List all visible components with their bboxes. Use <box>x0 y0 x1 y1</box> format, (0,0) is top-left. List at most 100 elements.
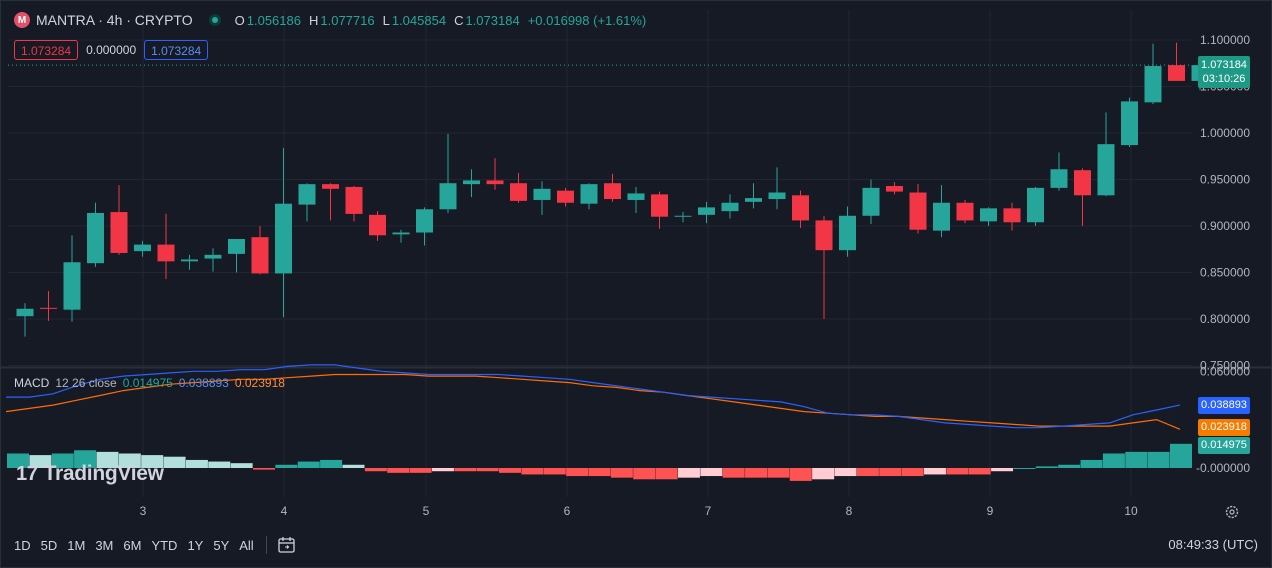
range-ytd-button[interactable]: YTD <box>151 537 178 553</box>
macd-title[interactable]: MACD <box>14 376 50 390</box>
histogram-bar <box>29 455 52 468</box>
histogram-bar <box>521 468 544 475</box>
change-value: +0.016998 (+1.61%) <box>527 12 647 28</box>
time-tick-label: 3 <box>140 504 147 518</box>
close-label: C <box>454 12 464 28</box>
range-5y-button[interactable]: 5Y <box>213 537 230 553</box>
candle-up <box>228 239 245 254</box>
sell-button[interactable]: 1.073284 <box>14 40 79 60</box>
candle-up <box>627 193 645 200</box>
candle-up <box>204 254 222 259</box>
candle-down <box>110 212 128 253</box>
candle-down <box>322 184 339 189</box>
macd-legend: MACD 12 26 close 0.014975 0.038893 0.023… <box>14 376 291 390</box>
histogram-bar <box>789 468 812 481</box>
macd-histogram-tag: 0.014975 <box>1198 437 1250 454</box>
candle-up <box>933 202 950 231</box>
bar-countdown: 03:10:26 <box>1202 73 1246 85</box>
histogram-bar <box>767 468 790 478</box>
macd-tick-label: -0.000000 <box>1196 461 1250 475</box>
histogram-bar <box>677 468 700 478</box>
histogram-bar <box>968 468 991 475</box>
time-tick-label: 7 <box>705 504 712 518</box>
candle-up <box>839 215 856 251</box>
histogram-bar <box>7 453 29 468</box>
range-1m-button[interactable]: 1M <box>67 537 86 553</box>
macd-line-tag: 0.038893 <box>1198 397 1250 414</box>
macd-signal-value: 0.023918 <box>234 376 285 390</box>
histogram-bar <box>476 468 499 472</box>
price-tick-label: 0.950000 <box>1200 173 1250 187</box>
candle-down <box>557 190 574 203</box>
gear-icon[interactable] <box>1224 504 1240 520</box>
histogram-bar <box>923 468 946 475</box>
time-tick-label: 4 <box>281 504 288 518</box>
calendar-range-icon[interactable] <box>277 536 297 554</box>
macd-line <box>6 364 1181 429</box>
range-1d-button[interactable]: 1D <box>14 537 31 553</box>
open-value: 1.056186 <box>246 12 301 28</box>
histogram-bar <box>163 456 186 468</box>
histogram-bar <box>566 468 589 477</box>
buy-button[interactable]: 1.073284 <box>144 40 209 60</box>
low-value: 1.045854 <box>391 12 447 28</box>
candle-down <box>1003 208 1021 223</box>
trade-buttons: 1.073284 0.000000 1.073284 <box>14 40 209 60</box>
histogram-bar <box>1170 443 1192 468</box>
symbol-title[interactable]: MANTRA · 4h · CRYPTO <box>36 12 193 28</box>
candle-down <box>792 195 809 221</box>
candle-up <box>275 203 292 274</box>
candle-up <box>16 308 34 317</box>
range-all-button[interactable]: All <box>239 537 254 553</box>
candle-down <box>40 307 57 309</box>
price-tick-label: 1.100000 <box>1200 33 1250 47</box>
candle-down <box>510 183 527 201</box>
candle-up <box>768 192 786 200</box>
macd-lines <box>5 364 1181 430</box>
candle-up <box>416 209 433 233</box>
time-tick-label: 8 <box>846 504 853 518</box>
candle-up <box>439 183 457 210</box>
candle-up <box>721 202 739 212</box>
histogram-bar <box>879 468 902 477</box>
utc-clock[interactable]: 08:49:33 (UTC) <box>1168 537 1258 552</box>
macd-histogram-value: 0.014975 <box>122 376 173 390</box>
range-3m-button[interactable]: 3M <box>95 537 114 553</box>
range-5d-button[interactable]: 5D <box>40 537 58 553</box>
histogram-bar <box>834 468 857 477</box>
candle-down <box>1074 170 1091 196</box>
histogram-bar <box>320 459 343 468</box>
price-tick-label: 0.900000 <box>1200 219 1250 233</box>
candle-up <box>134 244 151 252</box>
candle-up <box>63 262 81 310</box>
candle-up <box>1097 144 1115 196</box>
candle-up <box>392 232 410 235</box>
histogram-bar <box>946 468 969 475</box>
histogram-bar <box>722 468 745 478</box>
histogram-bar <box>856 468 879 477</box>
histogram-bar <box>700 468 723 477</box>
last-price-label: 1.073184 03:10:26 <box>1198 56 1250 88</box>
candle-up <box>580 184 598 204</box>
candle-up <box>980 208 997 222</box>
candle-down <box>369 214 386 236</box>
macd-tick-label: 0.060000 <box>1200 364 1250 378</box>
tradingview-logo[interactable]: 17 TradingView <box>16 462 164 486</box>
histogram-bar <box>364 468 387 472</box>
signal-line <box>5 373 1181 430</box>
histogram-bar <box>431 468 454 472</box>
grid <box>8 10 1192 497</box>
histogram-bar <box>409 468 432 473</box>
candle-up <box>181 259 198 262</box>
histogram-bar <box>610 468 633 478</box>
time-tick-label: 6 <box>564 504 571 518</box>
candlestick-series <box>16 42 1209 337</box>
market-status-icon[interactable] <box>208 14 221 26</box>
histogram-bar <box>543 468 566 475</box>
histogram-bar <box>499 468 522 473</box>
high-value: 1.077716 <box>320 12 375 28</box>
range-6m-button[interactable]: 6M <box>123 537 142 553</box>
time-axis[interactable]: 3 4 5 6 7 8 9 10 <box>140 504 1138 518</box>
range-1y-button[interactable]: 1Y <box>187 537 204 553</box>
